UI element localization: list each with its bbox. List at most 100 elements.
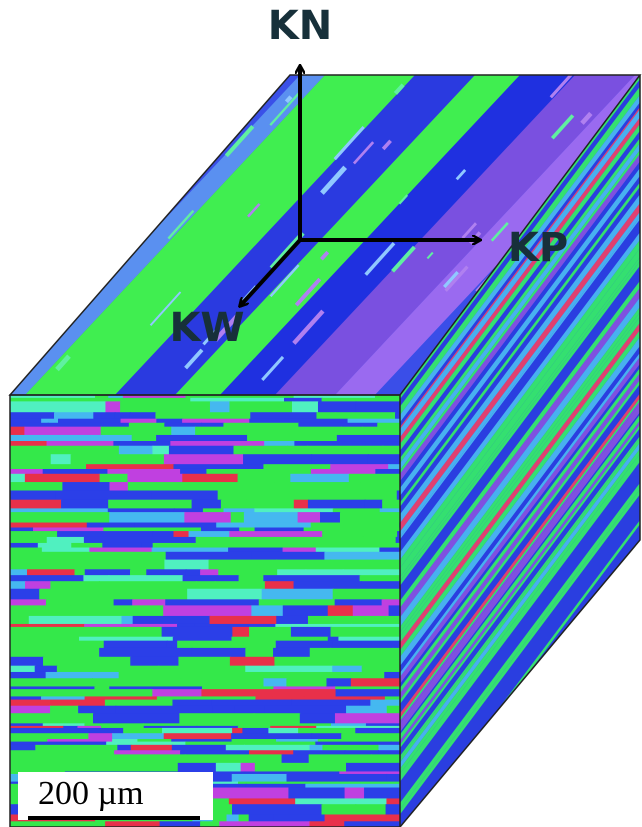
grain-band bbox=[159, 589, 188, 600]
grain-band bbox=[86, 627, 163, 637]
grain-band bbox=[102, 543, 142, 548]
grain-band bbox=[10, 512, 110, 523]
grain-band bbox=[213, 706, 236, 714]
grain-band bbox=[67, 750, 115, 755]
grain-band bbox=[39, 589, 124, 600]
grain-band bbox=[10, 616, 30, 625]
grain-band bbox=[7, 96, 33, 125]
grain-band bbox=[103, 528, 202, 532]
grain-band bbox=[78, 161, 95, 180]
grain-band bbox=[29, 616, 123, 625]
grain-band bbox=[293, 427, 342, 436]
grain-band bbox=[239, 528, 255, 532]
figure: KN KP KW 200 µm bbox=[0, 0, 642, 827]
grain-band bbox=[10, 700, 106, 707]
grain-band bbox=[239, 814, 250, 821]
grain-band bbox=[57, 666, 119, 673]
grain-band bbox=[300, 672, 385, 679]
grain-band bbox=[10, 624, 85, 627]
grain-band bbox=[263, 575, 360, 582]
grain-band bbox=[180, 469, 207, 474]
grain-band bbox=[10, 537, 48, 544]
grain-band bbox=[330, 560, 374, 570]
grain-band bbox=[98, 763, 179, 772]
grain-band bbox=[105, 401, 121, 412]
grain-band bbox=[265, 581, 295, 589]
grain-band bbox=[251, 605, 283, 616]
grain-band bbox=[305, 569, 343, 575]
grain-band bbox=[93, 412, 115, 419]
grain-band bbox=[188, 482, 275, 491]
grain-band bbox=[158, 666, 246, 673]
grain-band bbox=[130, 657, 179, 666]
grain-band bbox=[119, 446, 154, 455]
grain-band bbox=[359, 700, 371, 707]
grain-band bbox=[344, 821, 380, 827]
grain-band bbox=[178, 763, 217, 772]
grain-band bbox=[225, 788, 289, 799]
grain-band bbox=[249, 750, 294, 755]
grain-band bbox=[89, 548, 152, 553]
grain-band bbox=[244, 512, 299, 523]
grain-band bbox=[46, 599, 115, 606]
grain-band bbox=[152, 446, 169, 455]
grain-band bbox=[10, 627, 87, 637]
grain-band bbox=[10, 657, 44, 666]
grain-band bbox=[105, 58, 136, 92]
grain-band bbox=[185, 754, 283, 763]
grain-band bbox=[196, 581, 216, 589]
grain-band bbox=[172, 745, 227, 751]
grain-band bbox=[328, 605, 354, 616]
grain-band bbox=[75, 569, 86, 575]
grain-band bbox=[326, 678, 351, 687]
grain-band bbox=[304, 528, 371, 532]
grain-band bbox=[78, 706, 116, 714]
grain-band bbox=[151, 491, 218, 501]
grain-band bbox=[162, 728, 233, 734]
grain-band bbox=[91, 435, 133, 442]
grain-band bbox=[10, 742, 107, 746]
grain-band bbox=[363, 537, 397, 544]
grain-band bbox=[171, 537, 196, 544]
grain-band bbox=[201, 672, 262, 679]
grain-band bbox=[172, 700, 212, 707]
grain-band bbox=[335, 412, 396, 419]
grain-band bbox=[25, 581, 51, 589]
grain-band bbox=[202, 696, 257, 700]
grain-band bbox=[10, 575, 84, 582]
grain-band bbox=[60, 560, 90, 570]
grain-band bbox=[180, 108, 198, 128]
grain-band bbox=[307, 446, 383, 455]
grain-band bbox=[146, 569, 186, 575]
grain-band bbox=[88, 733, 113, 739]
grain-band bbox=[24, 427, 101, 436]
grain-band bbox=[255, 696, 305, 700]
grain-band bbox=[10, 750, 68, 755]
grain-band bbox=[179, 713, 254, 724]
grain-band bbox=[108, 508, 175, 512]
grain-band bbox=[304, 543, 398, 548]
grain-band bbox=[35, 666, 58, 673]
grain-band bbox=[133, 616, 211, 625]
grain-band bbox=[249, 419, 348, 424]
grain-band bbox=[165, 109, 176, 121]
grain-band bbox=[10, 474, 26, 483]
grain-band bbox=[167, 641, 178, 649]
grain-band bbox=[234, 706, 265, 714]
grain-band bbox=[10, 605, 71, 616]
grain-band bbox=[141, 543, 153, 548]
grain-band bbox=[184, 512, 231, 523]
grain-band bbox=[311, 733, 342, 739]
grain-band bbox=[186, 569, 201, 575]
grain-band bbox=[335, 599, 383, 606]
grain-band bbox=[298, 512, 321, 523]
grain-band bbox=[10, 531, 58, 537]
grain-band bbox=[268, 728, 299, 734]
grain-band bbox=[246, 784, 307, 788]
grain-band bbox=[177, 641, 277, 649]
grain-band bbox=[10, 523, 88, 528]
grain-band bbox=[264, 706, 347, 714]
grain-band bbox=[100, 474, 129, 483]
grain-band bbox=[277, 569, 306, 575]
grain-band bbox=[165, 599, 260, 606]
